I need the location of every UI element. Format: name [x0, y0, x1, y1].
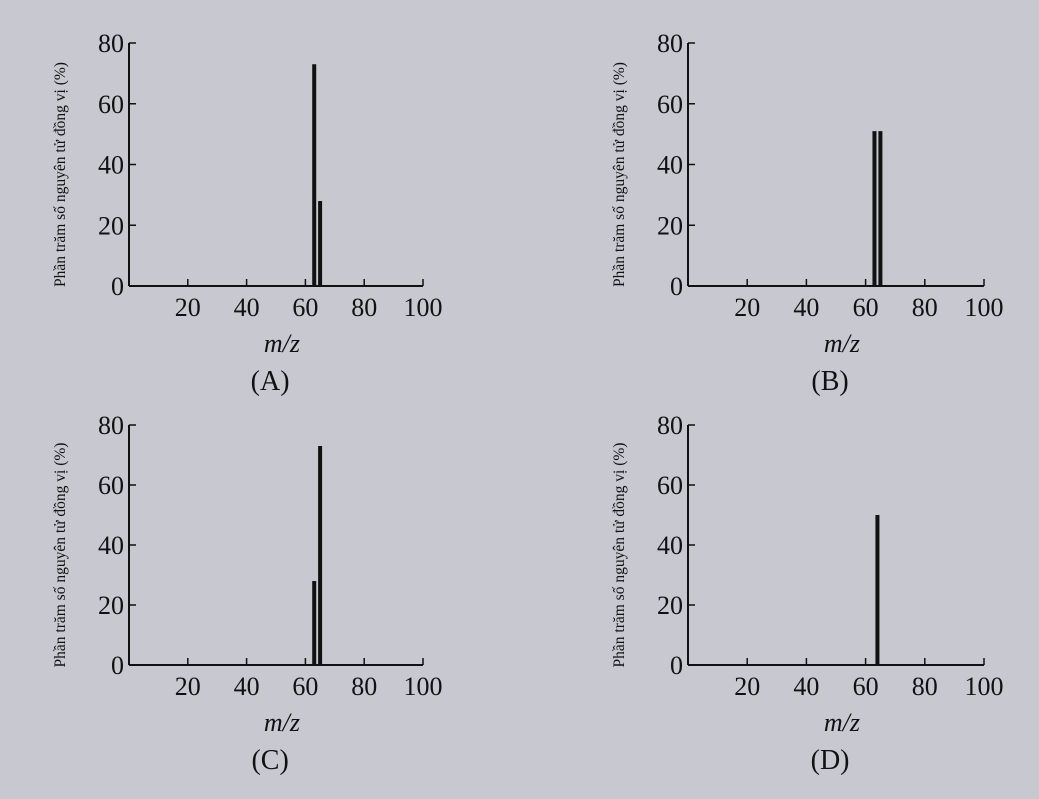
y-tick-label: 20 [98, 591, 124, 620]
y-tick-label: 60 [98, 90, 124, 119]
y-tick-label: 40 [98, 531, 124, 560]
y-tick-label: 20 [657, 211, 683, 240]
x-axis-label: m/z [824, 329, 860, 358]
y-tick-label: 40 [657, 151, 683, 180]
x-axis-label: m/z [264, 708, 300, 737]
y-axis-label: Phần trăm số nguyên tử đồng vị (%) [52, 62, 69, 287]
x-tick-label: 100 [965, 293, 1004, 322]
y-tick-label: 0 [111, 651, 124, 680]
panel-label: (B) [811, 366, 848, 397]
x-tick-label: 80 [912, 293, 938, 322]
panel-label: (C) [251, 745, 288, 776]
x-tick-label: 80 [351, 293, 377, 322]
y-tick-label: 60 [657, 471, 683, 500]
x-tick-label: 60 [853, 293, 879, 322]
chart-panel-d: 0 20 40 60 80 20 40 60 80 100 m/z Phần trăm số nguy… [611, 411, 1004, 776]
x-axis-label: m/z [264, 329, 300, 358]
y-axis-label: Phần trăm số nguyên tử đồng vị (%) [611, 443, 628, 668]
y-tick-label: 40 [657, 531, 683, 560]
x-tick-label: 80 [912, 672, 938, 701]
x-tick-label: 40 [793, 672, 819, 701]
x-tick-label: 40 [793, 293, 819, 322]
x-tick-label: 60 [853, 672, 879, 701]
x-tick-label: 60 [292, 672, 318, 701]
y-tick-label: 80 [98, 29, 124, 58]
y-tick-label: 0 [670, 272, 683, 301]
chart-panel-c: 0 20 40 60 80 20 40 60 80 100 m/z Phần trăm số nguy… [52, 411, 443, 776]
y-tick-label: 80 [657, 29, 683, 58]
y-tick-label: 0 [111, 272, 124, 301]
x-tick-label: 100 [965, 672, 1004, 701]
x-tick-label: 20 [734, 672, 760, 701]
chart-panel-a: 0 20 40 60 80 20 40 60 80 100 m/z Phần trăm số nguy… [52, 29, 443, 397]
x-tick-label: 100 [404, 293, 443, 322]
y-tick-label: 0 [670, 651, 683, 680]
x-tick-label: 40 [234, 672, 260, 701]
chart-panel-b: 0 20 40 60 80 20 40 60 80 100 m/z Phần trăm số nguy… [611, 29, 1004, 397]
y-tick-label: 80 [98, 411, 124, 440]
x-tick-label: 20 [734, 293, 760, 322]
x-tick-label: 80 [351, 672, 377, 701]
y-axis-label: Phần trăm số nguyên tử đồng vị (%) [52, 443, 69, 668]
y-tick-label: 60 [98, 471, 124, 500]
y-tick-label: 20 [657, 591, 683, 620]
x-tick-label: 20 [175, 672, 201, 701]
x-tick-label: 100 [404, 672, 443, 701]
y-tick-label: 80 [657, 411, 683, 440]
y-axis-label: Phần trăm số nguyên tử đồng vị (%) [611, 62, 628, 287]
x-tick-label: 20 [175, 293, 201, 322]
panel-label: (A) [251, 366, 290, 397]
x-axis-label: m/z [824, 708, 860, 737]
x-tick-label: 60 [292, 293, 318, 322]
y-tick-label: 20 [98, 211, 124, 240]
y-tick-label: 60 [657, 90, 683, 119]
x-tick-label: 40 [234, 293, 260, 322]
y-tick-label: 40 [98, 151, 124, 180]
panel-label: (D) [811, 745, 850, 776]
